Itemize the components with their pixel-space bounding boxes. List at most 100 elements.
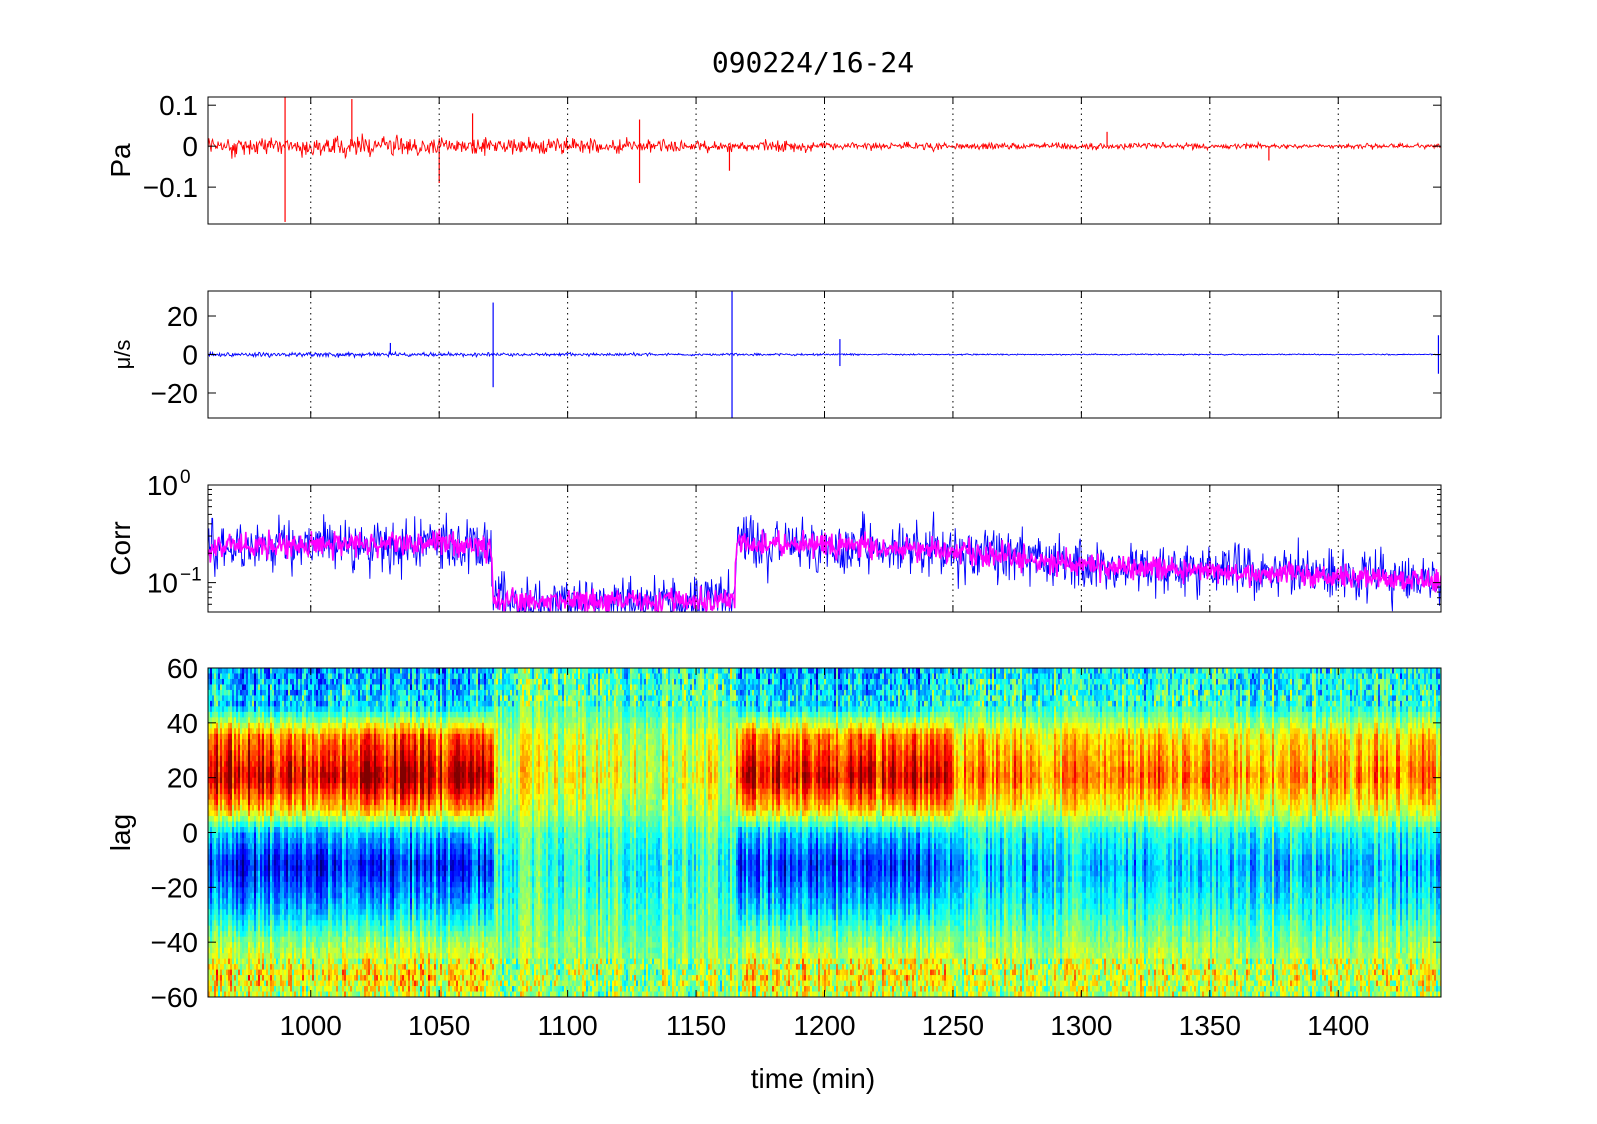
heatmap-column bbox=[1070, 668, 1073, 997]
heatmap-column bbox=[726, 668, 729, 997]
heatmap-column bbox=[398, 668, 401, 997]
heatmap-column bbox=[508, 668, 511, 997]
heatmap-column bbox=[1046, 668, 1049, 997]
heatmap-column bbox=[578, 668, 581, 997]
heatmap-column bbox=[746, 668, 749, 997]
heatmap-column bbox=[918, 668, 921, 997]
y-tick-label: 10 bbox=[147, 568, 178, 599]
heatmap-column bbox=[1012, 668, 1015, 997]
heatmap-column bbox=[694, 668, 697, 997]
heatmap-column bbox=[582, 668, 585, 997]
heatmap-column bbox=[528, 668, 531, 997]
heatmap-column bbox=[270, 668, 273, 997]
heatmap-column bbox=[568, 668, 571, 997]
heatmap-column bbox=[510, 668, 513, 997]
heatmap-column bbox=[226, 668, 229, 997]
y-tick-label: −20 bbox=[151, 872, 199, 903]
heatmap-column bbox=[554, 668, 557, 997]
heatmap-column bbox=[282, 668, 285, 997]
heatmap-column bbox=[524, 668, 527, 997]
heatmap-column bbox=[752, 668, 755, 997]
heatmap-column bbox=[374, 668, 377, 997]
heatmap-column bbox=[340, 668, 343, 997]
heatmap-column bbox=[536, 668, 539, 997]
heatmap-column bbox=[1024, 668, 1027, 997]
heatmap-column bbox=[394, 668, 397, 997]
x-tick-label: 1100 bbox=[538, 1010, 598, 1041]
heatmap-column bbox=[1000, 668, 1003, 997]
heatmap-column bbox=[958, 668, 961, 997]
heatmap-column bbox=[228, 668, 231, 997]
heatmap-column bbox=[290, 668, 293, 997]
heatmap-column bbox=[852, 668, 855, 997]
heatmap-column bbox=[264, 668, 267, 997]
heatmap-column bbox=[700, 668, 703, 997]
heatmap-column bbox=[770, 668, 773, 997]
heatmap-column bbox=[960, 668, 963, 997]
heatmap-column bbox=[972, 668, 975, 997]
heatmap-column bbox=[910, 668, 913, 997]
heatmap-column bbox=[348, 668, 351, 997]
plot-area bbox=[208, 291, 1441, 418]
heatmap-column bbox=[356, 668, 359, 997]
heatmap-column bbox=[834, 668, 837, 997]
heatmap-column bbox=[756, 668, 759, 997]
heatmap-column bbox=[352, 668, 355, 997]
heatmap-column bbox=[638, 668, 641, 997]
heatmap-column bbox=[1062, 668, 1065, 997]
heatmap-column bbox=[286, 668, 289, 997]
heatmap-column bbox=[728, 668, 731, 997]
heatmap-column bbox=[412, 668, 415, 997]
heatmap-column bbox=[880, 668, 883, 997]
heatmap-column bbox=[254, 668, 257, 997]
heatmap-column bbox=[876, 668, 879, 997]
heatmap-column bbox=[430, 668, 433, 997]
y-tick-label: 0.1 bbox=[159, 90, 198, 121]
series-line bbox=[208, 350, 1441, 359]
y-axis-label: lag bbox=[105, 814, 136, 851]
heatmap-column bbox=[634, 668, 637, 997]
heatmap-column bbox=[928, 668, 931, 997]
heatmap-column bbox=[276, 668, 279, 997]
heatmap-column bbox=[766, 668, 769, 997]
heatmap-column bbox=[732, 668, 735, 997]
heatmap-column bbox=[460, 668, 463, 997]
x-tick-label: 1050 bbox=[408, 1010, 470, 1041]
heatmap-column bbox=[666, 668, 669, 997]
heatmap-column bbox=[210, 668, 213, 997]
heatmap-column bbox=[964, 668, 967, 997]
heatmap-column bbox=[482, 668, 485, 997]
heatmap-column bbox=[980, 668, 983, 997]
heatmap-column bbox=[542, 668, 545, 997]
heatmap-column bbox=[588, 668, 591, 997]
heatmap-column bbox=[336, 668, 339, 997]
heatmap-column bbox=[992, 668, 995, 997]
heatmap-column bbox=[1080, 668, 1083, 997]
heatmap-column bbox=[1044, 668, 1047, 997]
heatmap-column bbox=[934, 668, 937, 997]
heatmap-column bbox=[618, 668, 621, 997]
heatmap-column bbox=[624, 668, 627, 997]
heatmap-column bbox=[874, 668, 877, 997]
heatmap-column bbox=[598, 668, 601, 997]
x-tick-label: 1000 bbox=[280, 1010, 342, 1041]
heatmap-column bbox=[1034, 668, 1037, 997]
heatmap-column bbox=[526, 668, 529, 997]
heatmap-column bbox=[372, 668, 375, 997]
heatmap-column bbox=[246, 668, 249, 997]
heatmap-column bbox=[680, 668, 683, 997]
heatmap-column bbox=[838, 668, 841, 997]
heatmap-column bbox=[260, 668, 263, 997]
y-tick-label: 0 bbox=[182, 818, 198, 849]
heatmap-column bbox=[468, 668, 471, 997]
heatmap-column bbox=[218, 668, 221, 997]
heatmap-column bbox=[616, 668, 619, 997]
heatmap-column bbox=[830, 668, 833, 997]
heatmap-column bbox=[518, 668, 521, 997]
heatmap-column bbox=[560, 668, 563, 997]
heatmap-column bbox=[828, 668, 831, 997]
heatmap-column bbox=[1026, 668, 1029, 997]
heatmap-column bbox=[1060, 668, 1063, 997]
